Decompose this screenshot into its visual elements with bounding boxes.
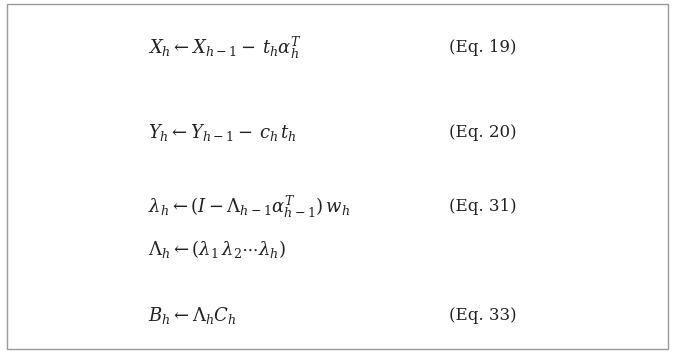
Text: (Eq. 19): (Eq. 19): [449, 39, 516, 56]
Text: $\Lambda_h \leftarrow (\lambda_1\, \lambda_2 \cdots \lambda_h)$: $\Lambda_h \leftarrow (\lambda_1\, \lamb…: [148, 238, 286, 260]
Text: $Y_h \leftarrow Y_{h-1}-\, c_h\, t_h$: $Y_h \leftarrow Y_{h-1}-\, c_h\, t_h$: [148, 122, 297, 143]
Text: $\lambda_h \leftarrow (I - \Lambda_{h-1}\alpha_{h-1}^T)\, w_h$: $\lambda_h \leftarrow (I - \Lambda_{h-1}…: [148, 193, 350, 220]
Text: (Eq. 33): (Eq. 33): [449, 307, 516, 324]
Text: (Eq. 31): (Eq. 31): [449, 198, 516, 215]
Text: (Eq. 20): (Eq. 20): [449, 124, 516, 141]
Text: $X_h \leftarrow X_{h-1}-\, t_h\alpha_h^T$: $X_h \leftarrow X_{h-1}-\, t_h\alpha_h^T…: [148, 35, 302, 61]
Text: $B_h \leftarrow \Lambda_h C_h$: $B_h \leftarrow \Lambda_h C_h$: [148, 305, 237, 327]
